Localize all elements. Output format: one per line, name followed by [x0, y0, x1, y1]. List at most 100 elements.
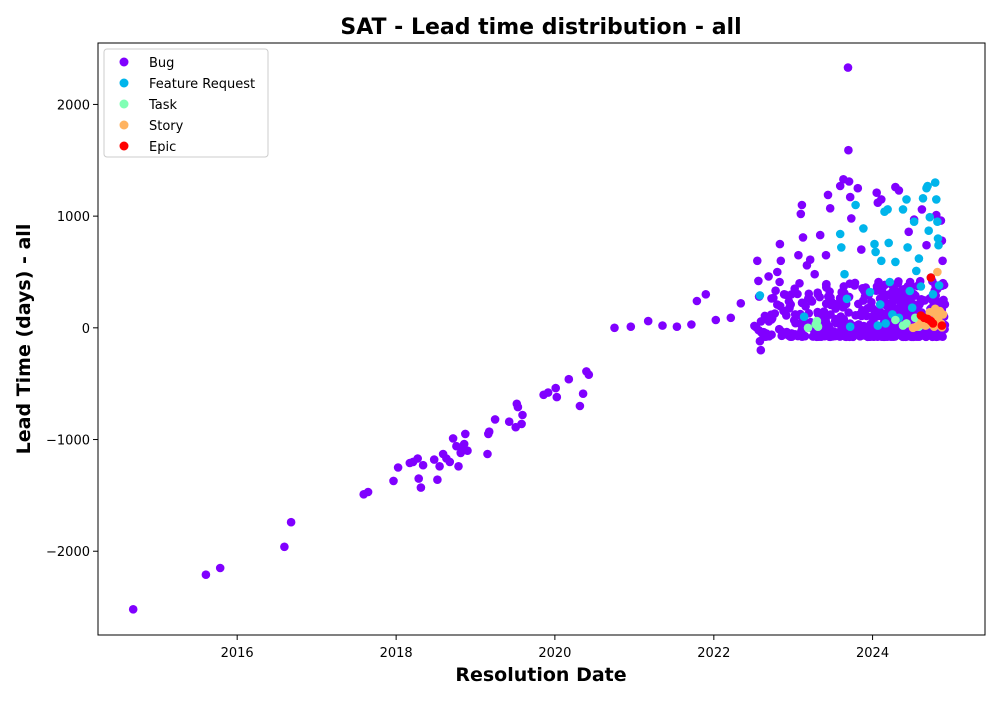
bug-point: [840, 331, 850, 341]
bug-point: [389, 476, 398, 486]
bug-point: [904, 227, 913, 237]
bug-point: [793, 289, 802, 299]
bug-point: [701, 290, 711, 299]
bug-point: [872, 188, 881, 197]
bug-point: [433, 475, 442, 485]
bug-point: [736, 299, 746, 308]
feature-request-point: [934, 281, 944, 290]
legend-label-bug: Bug: [149, 56, 174, 71]
task-point: [813, 322, 823, 332]
bug-point: [895, 302, 905, 312]
legend: Bug Feature Request Task Story Epic: [103, 48, 269, 158]
bug-point: [490, 415, 500, 424]
bug-point: [286, 517, 296, 527]
feature-request-point: [898, 205, 908, 214]
bug-point: [822, 283, 831, 292]
feature-request-point: [905, 286, 915, 296]
legend-label-epic: Epic: [149, 140, 176, 155]
bug-point: [815, 292, 824, 302]
bug-point: [777, 327, 786, 336]
bug-point: [847, 214, 856, 223]
feature-request-point: [875, 300, 885, 309]
x-tick-label: 2024: [856, 646, 889, 661]
bug-point: [626, 322, 636, 332]
y-axis-ticks: −2000 −1000 0 1000 2000: [46, 98, 98, 560]
story-point: [933, 267, 942, 277]
feature-request-point: [925, 212, 935, 222]
bug-point: [610, 323, 619, 333]
bug-point: [843, 63, 853, 72]
bug-point: [898, 286, 907, 295]
bug-point: [575, 401, 585, 411]
legend-marker-story: [119, 120, 129, 130]
bug-point: [922, 240, 931, 250]
feature-request-point: [902, 195, 911, 204]
bug-point: [845, 192, 855, 202]
feature-request-point: [924, 226, 933, 235]
bug-point: [775, 301, 785, 311]
bug-point: [201, 570, 211, 579]
bug-point: [894, 186, 904, 195]
bug-point: [810, 269, 819, 279]
bug-point: [767, 314, 777, 323]
feature-request-point: [835, 229, 845, 239]
epic-point: [928, 319, 938, 328]
bug-point: [280, 542, 289, 552]
bug-point: [769, 293, 778, 303]
bug-point: [128, 605, 138, 614]
bug-point: [787, 290, 796, 299]
feature-request-point: [873, 321, 883, 330]
bug-point: [826, 310, 835, 319]
bug-point: [418, 460, 428, 470]
feature-request-point: [930, 178, 940, 187]
bug-point: [753, 256, 762, 266]
feature-request-point: [881, 319, 890, 328]
bug-point: [414, 474, 424, 483]
bug-point: [775, 277, 784, 287]
feature-request-point: [837, 243, 846, 252]
y-tick-label: −1000: [46, 434, 90, 449]
bug-point: [518, 410, 527, 420]
bug-point: [726, 313, 736, 323]
x-tick-label: 2016: [221, 646, 254, 661]
bug-point: [484, 427, 494, 437]
bug-point: [820, 326, 830, 335]
epic-point: [937, 321, 947, 330]
feature-request-point: [842, 294, 852, 304]
bug-point: [775, 239, 785, 249]
bug-point: [821, 250, 831, 260]
bug-point: [776, 256, 786, 266]
bug-point: [784, 297, 794, 306]
bug-point: [448, 434, 458, 443]
bug-point: [790, 310, 800, 319]
legend-label-task: Task: [148, 98, 178, 113]
bug-point: [854, 299, 863, 309]
feature-request-point: [755, 291, 765, 300]
epic-point: [926, 273, 936, 282]
bug-point: [461, 429, 470, 439]
task-point: [891, 315, 900, 325]
bug-point: [756, 345, 766, 355]
bug-point: [844, 177, 854, 186]
bug-point: [894, 296, 904, 305]
y-tick-label: 2000: [57, 98, 90, 113]
bug-point: [429, 455, 439, 464]
x-tick-label: 2020: [538, 646, 571, 661]
bug-point: [939, 295, 948, 305]
legend-marker-task: [119, 99, 129, 109]
bug-point: [853, 183, 863, 193]
bug-point: [454, 462, 463, 471]
chart-title: SAT - Lead time distribution - all: [340, 15, 741, 40]
bug-point: [413, 454, 423, 463]
legend-marker-epic: [119, 141, 129, 151]
bug-point: [888, 287, 897, 297]
bug-point: [764, 272, 773, 281]
bug-point: [868, 332, 878, 341]
bug-point: [823, 190, 833, 200]
y-tick-label: −2000: [46, 545, 90, 560]
bug-point: [445, 457, 455, 467]
feature-request-point: [934, 240, 943, 250]
bug-point: [578, 389, 588, 399]
bug-point: [452, 441, 461, 451]
